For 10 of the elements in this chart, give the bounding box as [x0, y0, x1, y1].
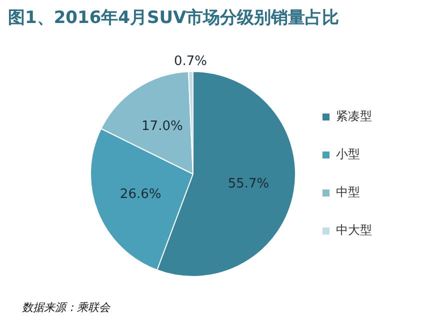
data-label: 0.7% — [174, 54, 208, 69]
legend-label: 中型 — [336, 185, 360, 200]
source-note: 数据来源：乘联会 — [22, 300, 110, 315]
data-label: 17.0% — [142, 119, 183, 134]
legend-label: 紧凑型 — [336, 109, 372, 124]
data-label: 26.6% — [120, 187, 162, 202]
legend-label: 中大型 — [336, 223, 372, 238]
data-label: 55.7% — [228, 176, 270, 192]
chart-title: 图1、2016年4月SUV市场分级别销量占比 — [8, 7, 340, 29]
legend-label: 小型 — [336, 147, 360, 162]
